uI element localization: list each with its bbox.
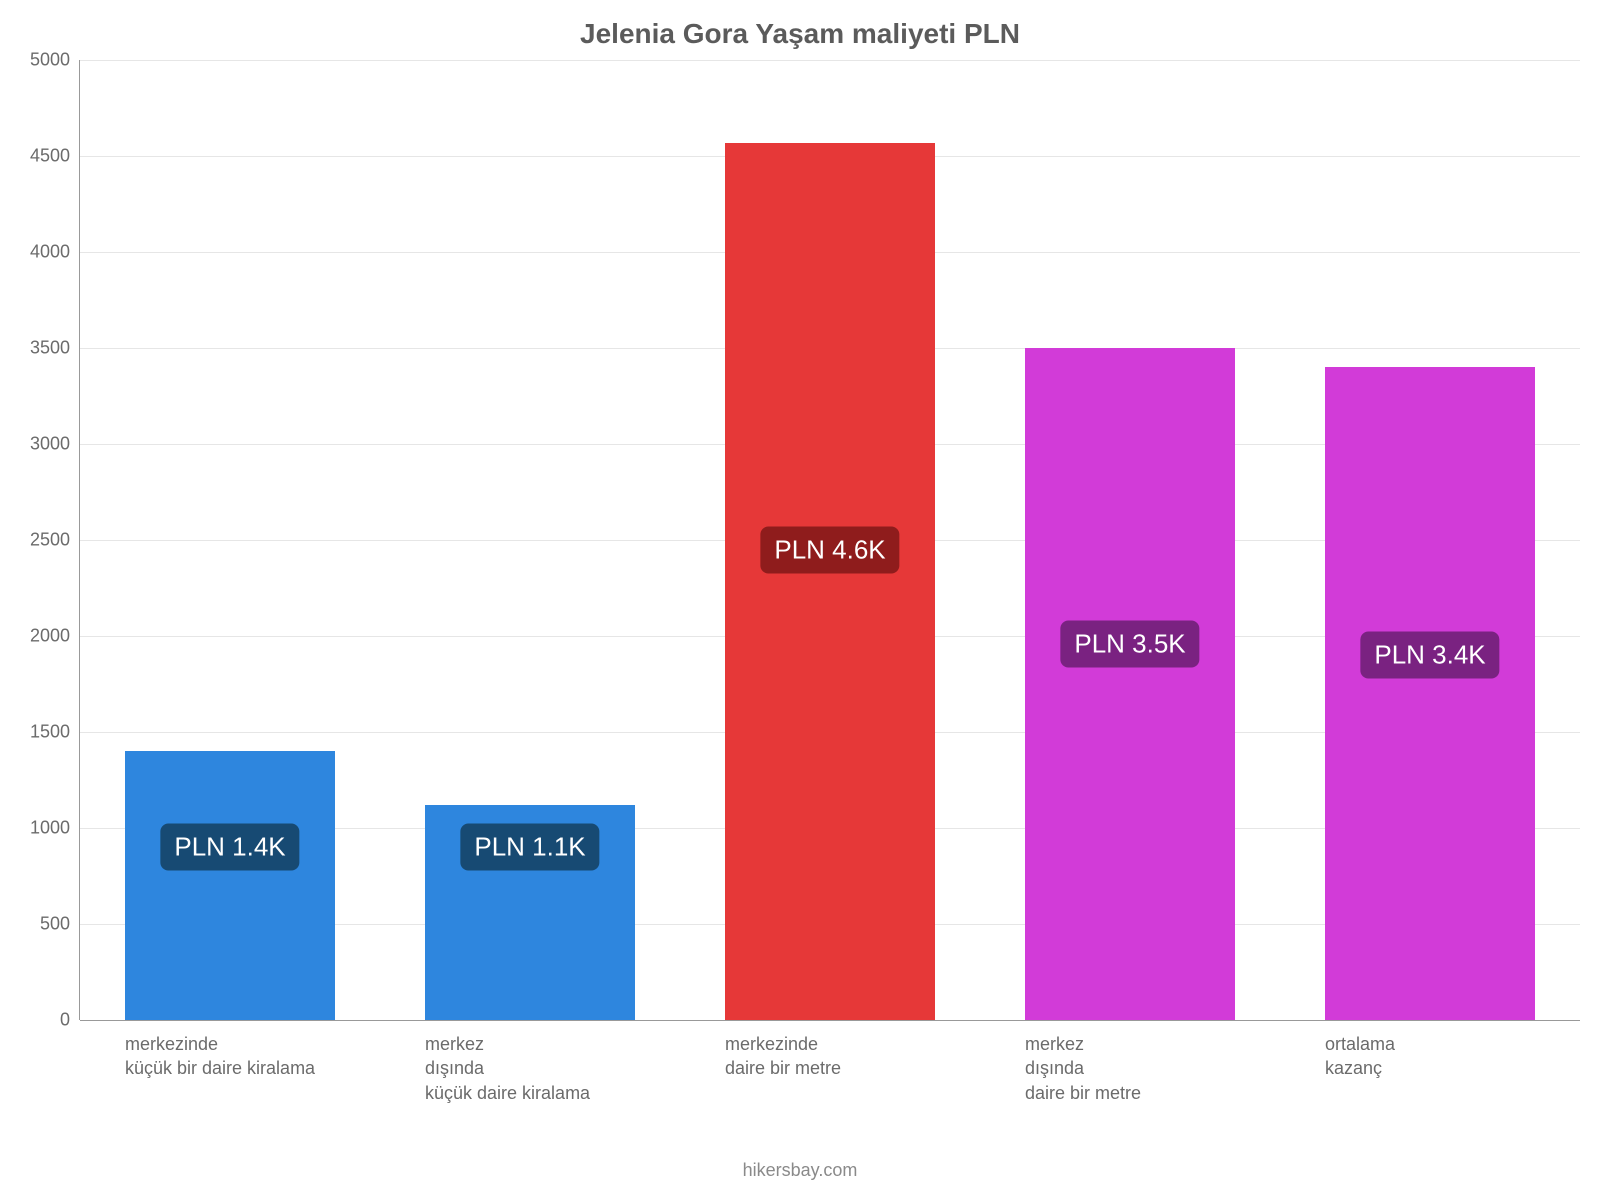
bar-value-label: PLN 3.5K (1060, 620, 1199, 667)
plot-area: 0500100015002000250030003500400045005000… (80, 60, 1580, 1020)
bar-value-label: PLN 4.6K (760, 526, 899, 573)
y-tick-label: 5000 (30, 50, 80, 71)
chart-container: Jelenia Gora Yaşam maliyeti PLN 05001000… (0, 0, 1600, 1200)
y-tick-label: 0 (60, 1010, 80, 1031)
y-tick-label: 3000 (30, 434, 80, 455)
bar-value-label: PLN 1.4K (160, 824, 299, 871)
x-category-label: merkez dışında küçük daire kiralama (425, 1032, 635, 1105)
y-tick-label: 2500 (30, 530, 80, 551)
grid-line (80, 60, 1580, 61)
x-category-label: merkezinde daire bir metre (725, 1032, 935, 1081)
bar-value-label: PLN 1.1K (460, 824, 599, 871)
x-category-label: merkez dışında daire bir metre (1025, 1032, 1235, 1105)
x-category-label: ortalama kazanç (1325, 1032, 1535, 1081)
x-axis-line (80, 1020, 1580, 1021)
y-tick-label: 500 (40, 914, 80, 935)
y-tick-label: 3500 (30, 338, 80, 359)
y-tick-label: 1500 (30, 722, 80, 743)
bar-value-label: PLN 3.4K (1360, 632, 1499, 679)
chart-footer: hikersbay.com (0, 1160, 1600, 1181)
x-category-label: merkezinde küçük bir daire kiralama (125, 1032, 335, 1081)
bar (725, 143, 935, 1020)
y-tick-label: 4000 (30, 242, 80, 263)
y-tick-label: 4500 (30, 146, 80, 167)
y-tick-label: 1000 (30, 818, 80, 839)
y-axis-line (79, 60, 80, 1020)
bar (1025, 348, 1235, 1020)
bar (1325, 367, 1535, 1020)
chart-title: Jelenia Gora Yaşam maliyeti PLN (0, 18, 1600, 50)
bar (125, 751, 335, 1020)
y-tick-label: 2000 (30, 626, 80, 647)
